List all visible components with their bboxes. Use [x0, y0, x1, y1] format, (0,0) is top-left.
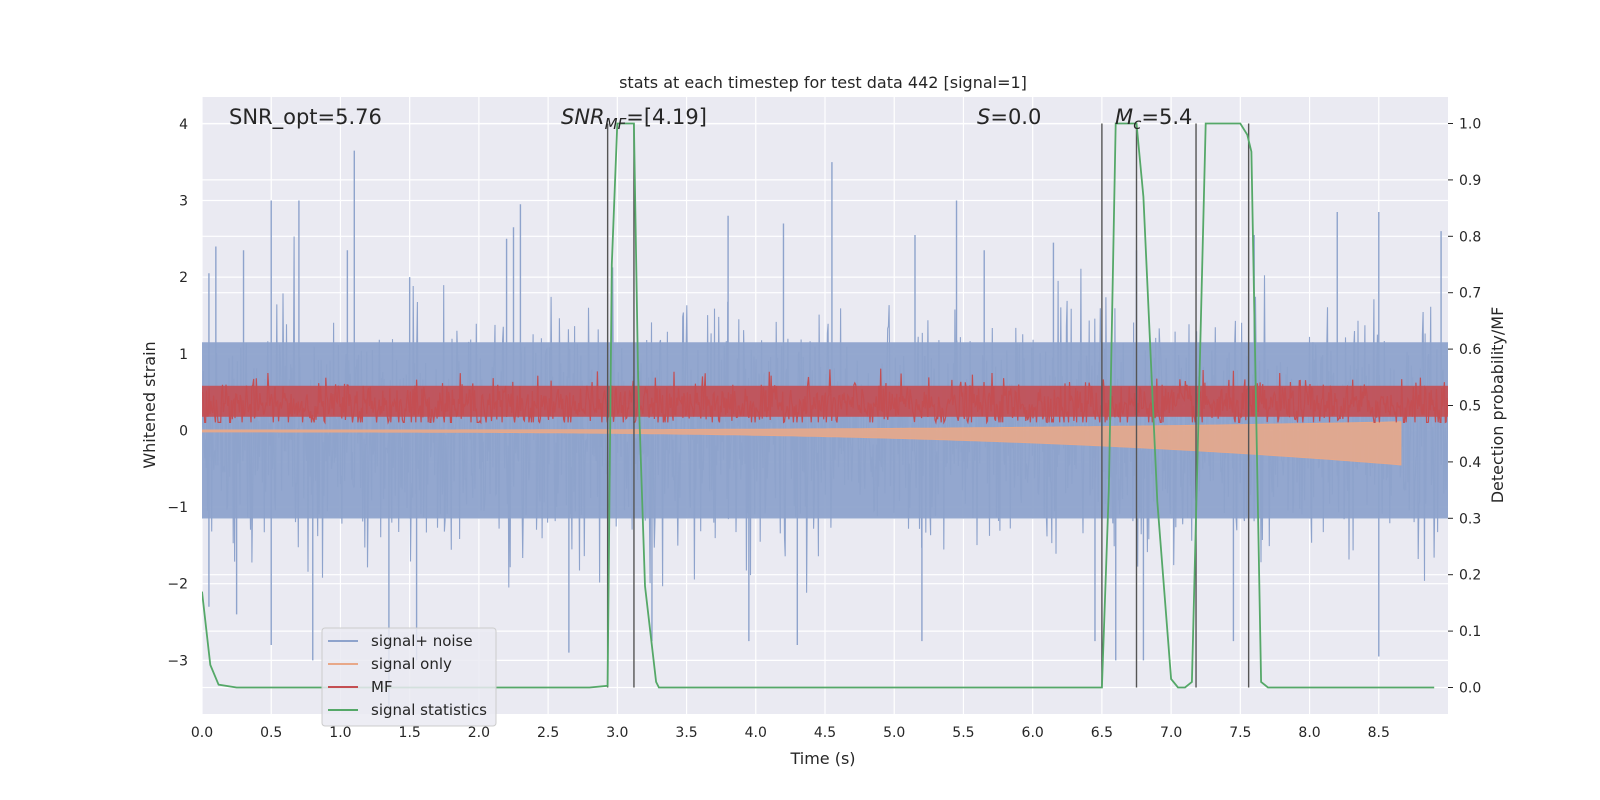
y-tick-label-left: 1 [179, 347, 188, 363]
annotation-mc: Mc=5.4 [1115, 105, 1192, 133]
x-tick-label: 1.0 [329, 725, 351, 741]
y-tick-label-left: −3 [167, 653, 188, 669]
y-tick-label-left: 3 [179, 193, 188, 209]
annotation-snr-mf-subscript: MF [605, 115, 627, 133]
legend-label-mf: MF [371, 678, 393, 696]
x-tick-label: 8.5 [1368, 725, 1390, 741]
x-tick-label: 1.5 [399, 725, 421, 741]
x-tick-label: 4.0 [745, 725, 767, 741]
annotation-snr-mf: SNRMF=[4.19] [561, 105, 707, 133]
signal-only-line [202, 421, 1402, 466]
legend-label-signal-statistics: signal statistics [371, 701, 487, 719]
annotation-snr-mf-value: =[4.19] [626, 105, 707, 129]
legend-label-signal-only: signal only [371, 655, 452, 673]
x-tick-label: 5.5 [952, 725, 974, 741]
x-tick-label: 0.0 [191, 725, 213, 741]
annotation-s-value: =0.0 [990, 105, 1041, 129]
y-tick-label-right: 0.1 [1459, 624, 1481, 640]
legend: signal+ noise signal only MF signal stat… [321, 627, 497, 727]
y-tick-label-left: −1 [167, 500, 188, 516]
y-tick-label-left: 2 [179, 270, 188, 286]
annotation-snr-mf-symbol: SNR [561, 105, 605, 129]
annotation-s-symbol: S [977, 105, 990, 129]
y-tick-label-right: 0.8 [1459, 229, 1481, 245]
legend-label-signal-noise: signal+ noise [371, 632, 473, 650]
y-tick-label-right: 0.5 [1459, 399, 1481, 415]
x-tick-label: 4.5 [814, 725, 836, 741]
legend-box [321, 627, 497, 727]
x-tick-label: 6.5 [1091, 725, 1113, 741]
x-tick-label: 8.0 [1298, 725, 1320, 741]
y-tick-label-left: 4 [179, 117, 188, 133]
y-tick-label-right: 0.4 [1459, 455, 1481, 471]
y-axis-label-right: Detection probability/MF [1488, 307, 1507, 504]
x-tick-label: 2.0 [468, 725, 490, 741]
y-tick-label-right: 0.3 [1459, 511, 1481, 527]
y-tick-label-right: 0.7 [1459, 286, 1481, 302]
x-tick-label: 6.0 [1022, 725, 1044, 741]
annotation-mc-value: =5.4 [1141, 105, 1192, 129]
x-axis-label: Time (s) [789, 749, 855, 768]
x-tick-label: 2.5 [537, 725, 559, 741]
annotation-mc-symbol: M [1115, 105, 1133, 129]
x-tick-label: 3.5 [675, 725, 697, 741]
series-layer [202, 122, 1448, 707]
chart-title: stats at each timestep for test data 442… [619, 73, 1027, 92]
y-tick-label-left: 0 [179, 423, 188, 439]
x-tick-label: 5.0 [883, 725, 905, 741]
mf-line [202, 368, 1448, 425]
y-tick-label-right: 0.2 [1459, 568, 1481, 584]
y-axis-label-left: Whitened strain [140, 341, 159, 468]
signal-statistics-line [202, 122, 1435, 689]
annotation-mc-subscript: c [1133, 115, 1142, 133]
y-tick-label-right: 0.0 [1459, 680, 1481, 696]
tick-labels: 0.0 0.5 1.0 1.5 2.0 2.5 3.0 3.5 4.0 4.5 5.0 5.5 6.0 6… [167, 117, 1481, 741]
y-tick-label-left: −2 [167, 577, 188, 593]
y-tick-label-right: 1.0 [1459, 117, 1481, 133]
x-tick-label: 0.5 [260, 725, 282, 741]
x-tick-label: 7.0 [1160, 725, 1182, 741]
y-tick-label-right: 0.9 [1459, 173, 1481, 189]
x-tick-label: 3.0 [606, 725, 628, 741]
y-tick-label-right: 0.6 [1459, 342, 1481, 358]
series-clip-group [202, 122, 1448, 707]
annotation-snr-opt: SNR_opt=5.76 [229, 105, 382, 130]
annotation-s: S=0.0 [977, 105, 1041, 129]
x-tick-label: 7.5 [1229, 725, 1251, 741]
